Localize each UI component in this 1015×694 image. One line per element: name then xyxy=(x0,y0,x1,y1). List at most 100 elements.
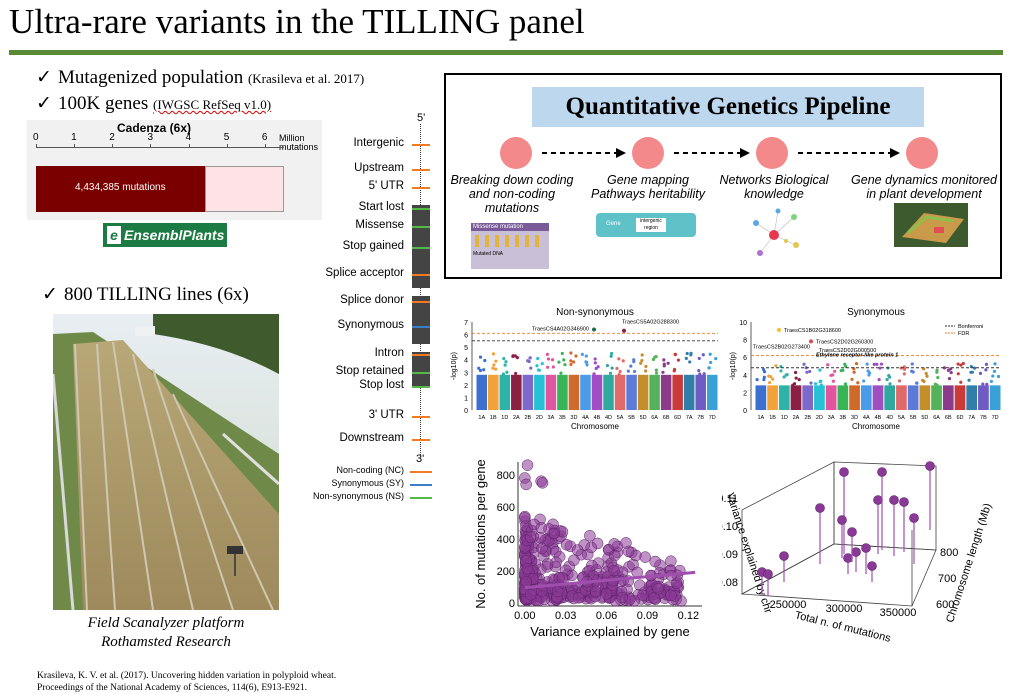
x-tick-label: 0.06 xyxy=(596,610,617,622)
gene-model-tick xyxy=(412,274,430,276)
chromosome-block-4A xyxy=(580,374,591,410)
x-axis-label: Variance explained by gene xyxy=(530,624,690,639)
snp-point xyxy=(843,382,848,386)
snp-point xyxy=(925,374,929,378)
chromosome-block-1D xyxy=(499,374,511,410)
cadenza-tick-label: 5 xyxy=(223,132,230,143)
chromosome-block-3B xyxy=(557,374,568,410)
manhattan-non-synonymous: Non-synonymous 0 1 2 3 4 5 6 7 -log10(p) 1A 1B 1D 2A 2… xyxy=(451,307,718,431)
gene-model-legend-label: Non-coding (NC) xyxy=(336,465,404,475)
cadenza-bar-label: 4,434,385 mutations xyxy=(75,182,166,193)
three-prime-label: 3' xyxy=(416,453,425,465)
gene-model-label: Stop gained xyxy=(342,240,404,252)
gene-model-tick xyxy=(412,354,430,356)
snp-point xyxy=(833,369,837,373)
snp-point xyxy=(557,360,561,364)
ensembl-e-icon: e xyxy=(107,226,121,244)
chromosome-block-5B xyxy=(626,374,637,410)
pipeline-arrows xyxy=(542,148,900,158)
z-axis-label: Chromosome length (Mb) xyxy=(944,502,994,624)
x-tick-label: 0.03 xyxy=(555,610,576,622)
gene-model-label: 5' UTR xyxy=(368,180,404,192)
x-tick-label: 3B xyxy=(839,415,846,421)
snp-point xyxy=(897,379,902,383)
gene-model-tick xyxy=(412,326,430,328)
snp-point xyxy=(850,377,854,381)
snp-point xyxy=(654,368,658,372)
x-tick-label: 5D xyxy=(921,415,928,421)
snp-point xyxy=(782,375,786,379)
snp-point xyxy=(621,359,625,363)
snp-point xyxy=(592,372,596,376)
snp-point xyxy=(970,370,974,374)
snp-point xyxy=(672,367,677,372)
floor-plane xyxy=(740,543,937,607)
gene-model-diagram: 5' 3' Intergenic Upstream 5' UTR Start lost… xyxy=(300,110,438,505)
snp-point xyxy=(492,363,496,367)
x-tick-label: 1B xyxy=(769,415,776,421)
gene-model-label: Stop lost xyxy=(359,379,404,391)
cadenza-figure: Cadenza (6x) Million mutations 0 1 2 3 4 5 6 4… xyxy=(27,120,322,220)
snp-point xyxy=(924,371,928,376)
y-tick-label: 400 xyxy=(497,534,515,546)
x-tick-label: 0.09 xyxy=(637,610,658,622)
y-tick-label: 6 xyxy=(743,355,747,362)
data-point xyxy=(815,503,825,513)
snp-point xyxy=(794,376,798,380)
reference: Krasileva, K. V. et al. (2017). Uncoveri… xyxy=(37,671,337,693)
x-tick-label: 7A xyxy=(686,415,693,421)
x-tick-label: 1A xyxy=(478,415,485,421)
snp-point xyxy=(755,378,759,382)
chromosome-block-6D xyxy=(672,374,683,410)
snp-point xyxy=(942,366,947,370)
data-point xyxy=(839,467,849,477)
cadenza-axis xyxy=(36,147,284,148)
snp-point xyxy=(608,371,613,375)
cadenza-axis-label: Million mutations xyxy=(279,133,319,152)
chromosome-block-4D xyxy=(603,374,614,410)
chromosome-block-4A xyxy=(860,385,872,410)
cadenza-tick-label: 0 xyxy=(33,132,39,143)
snp-point xyxy=(477,366,481,370)
data-point xyxy=(521,563,534,575)
chromosome-block-4B xyxy=(591,374,603,410)
chromosome-block-3A xyxy=(825,385,837,410)
title-rule xyxy=(9,50,1003,55)
data-point xyxy=(649,555,661,568)
snp-point xyxy=(593,357,597,361)
x-tick-label: 0.00 xyxy=(514,610,535,622)
y-tick-label: 3 xyxy=(464,370,468,377)
snp-point xyxy=(615,366,619,371)
snp-point xyxy=(779,369,783,373)
snp-point xyxy=(569,351,573,355)
data-point xyxy=(608,538,621,550)
cadenza-tick-mark xyxy=(226,144,228,148)
cadenza-tick-label: 6 xyxy=(261,132,268,143)
gene-axis xyxy=(420,124,421,457)
step-circle-3 xyxy=(756,137,788,169)
snp-point xyxy=(688,360,692,364)
chromosome-block-7D xyxy=(706,374,718,410)
snp-point xyxy=(535,364,539,368)
snp-point xyxy=(826,363,830,367)
snp-point xyxy=(639,361,643,365)
x-tick-label: 300000 xyxy=(826,603,863,615)
snp-point xyxy=(809,381,813,385)
data-point xyxy=(549,545,562,558)
y-tick-label: 8 xyxy=(743,338,747,345)
chromosome-block-7D xyxy=(989,385,1001,410)
data-point xyxy=(909,513,919,523)
step-circle-1 xyxy=(500,137,532,169)
x-tick-label: 4A xyxy=(582,415,589,421)
snp-point xyxy=(569,359,573,363)
data-point xyxy=(925,461,935,471)
snp-point xyxy=(862,379,866,383)
annotation-label: TraesCS2D02G260300 xyxy=(816,339,873,345)
snp-point xyxy=(981,382,985,386)
y-tick-label: 4 xyxy=(743,373,747,380)
y-tick-label: 0.08 xyxy=(722,577,738,589)
snp-point xyxy=(478,368,483,373)
dna-strip-icon xyxy=(475,235,539,247)
x-tick-label: 2A xyxy=(513,415,520,421)
